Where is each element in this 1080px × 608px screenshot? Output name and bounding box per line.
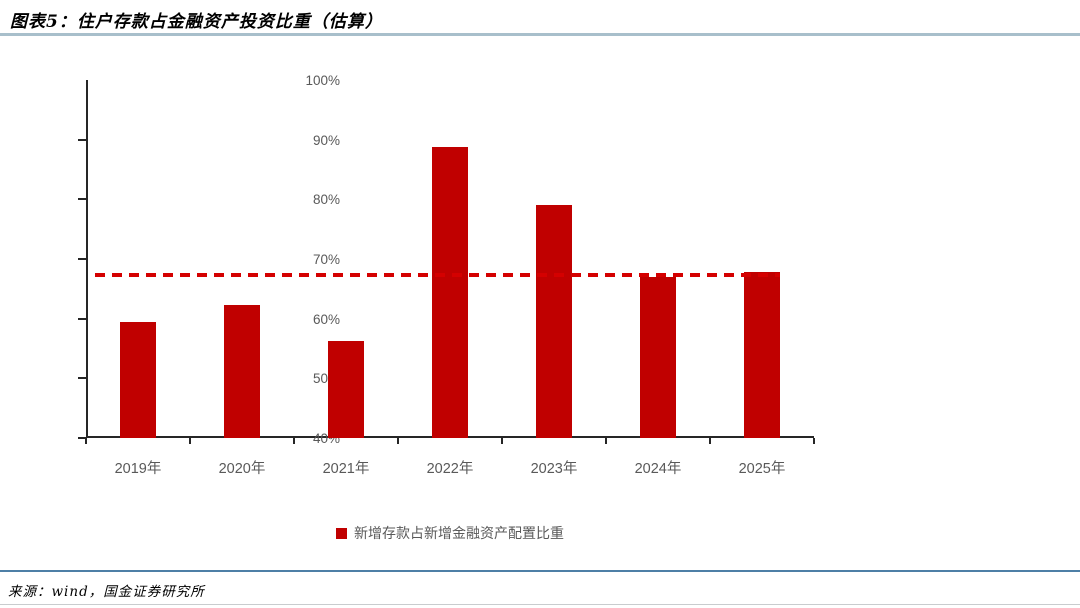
x-axis-tick — [189, 438, 191, 444]
y-axis-tick — [78, 258, 86, 260]
legend: 新增存款占新增金融资产配置比重 — [86, 523, 814, 543]
x-axis-tick — [85, 438, 87, 444]
x-axis-tick — [397, 438, 399, 444]
y-axis-tick — [78, 198, 86, 201]
y-axis-tick-label: 80% — [312, 192, 340, 208]
x-axis-tick — [501, 438, 503, 444]
x-axis-tick — [813, 438, 815, 444]
bar-2019年 — [120, 321, 156, 438]
bottom-border-rule — [0, 604, 1080, 605]
chart-title: 图表5：住户存款占金融资产投资比重（估算） — [10, 12, 383, 32]
title-divider-rule — [0, 33, 1080, 36]
y-axis-tick-label: 90% — [312, 132, 340, 148]
x-axis-label: 2022年 — [426, 461, 474, 477]
dashed-reference-line — [95, 272, 780, 277]
x-axis-label: 2019年 — [114, 461, 162, 477]
x-axis-label: 2021年 — [322, 461, 370, 477]
x-axis-tick — [709, 438, 711, 444]
y-axis-tick — [78, 317, 86, 320]
x-axis-tick — [605, 438, 607, 444]
legend-series-label: 新增存款占新增金融资产配置比重 — [354, 525, 564, 541]
source-divider-rule — [0, 570, 1080, 572]
bar-2023年 — [536, 205, 572, 438]
bar-2021年 — [328, 341, 364, 438]
bar-2022年 — [432, 146, 468, 438]
y-axis-tick — [78, 138, 86, 141]
x-axis-label: 2024年 — [634, 461, 682, 477]
x-axis-tick — [293, 438, 295, 444]
y-axis-tick — [78, 377, 86, 380]
y-axis-tick-label: 70% — [312, 252, 340, 267]
y-axis-tick — [78, 437, 86, 439]
y-axis-tick-label: 60% — [312, 311, 340, 327]
source-text: 来源：wind，国金证券研究所 — [8, 584, 205, 600]
bar-2024年 — [640, 276, 676, 438]
x-axis-label: 2025年 — [738, 461, 786, 477]
legend-marker-swatch — [336, 527, 347, 539]
bar-2025年 — [744, 272, 780, 438]
bar-2020年 — [224, 304, 260, 438]
x-axis-label: 2023年 — [530, 461, 578, 477]
x-axis-label: 2020年 — [218, 461, 266, 477]
y-axis-tick-label: 100% — [305, 73, 340, 88]
